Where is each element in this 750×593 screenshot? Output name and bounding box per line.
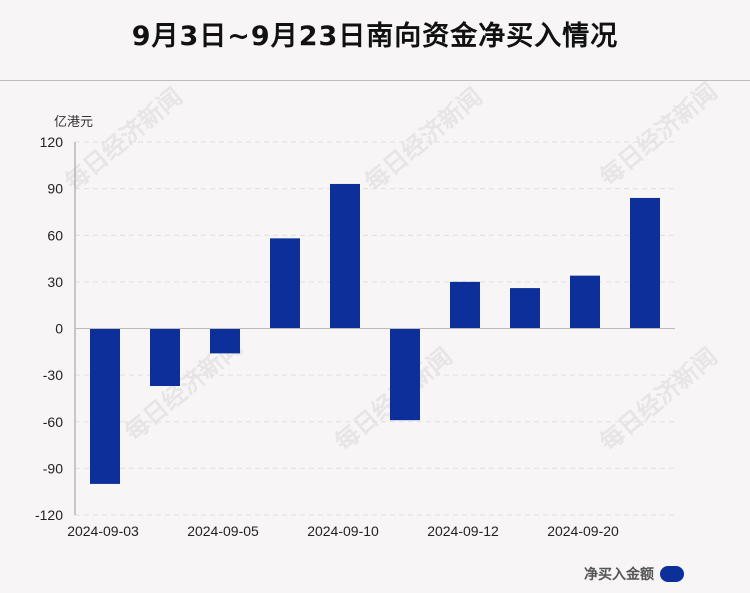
- y-tick-label: 0: [55, 321, 63, 337]
- y-tick-label: -90: [43, 460, 63, 476]
- bar-2024-09-11: [390, 328, 420, 421]
- y-axis-unit-label: 亿港元: [54, 115, 94, 130]
- chart-title: 9月3日~9月23日南向资金净买入情况: [131, 21, 619, 52]
- title-divider: [0, 80, 750, 81]
- y-tick-labels: 120 90 60 30 0 -30 -60 -90 -120: [35, 134, 63, 523]
- x-tick-labels: 2024-09-03 2024-09-05 2024-09-10 2024-09-12…: [67, 523, 619, 539]
- bar-2024-09-23: [630, 197, 660, 329]
- bar-2024-09-05: [210, 328, 240, 354]
- legend-swatch: [660, 566, 684, 582]
- x-tick-label: 2024-09-03: [67, 523, 139, 539]
- bar-2024-09-03: [90, 328, 120, 484]
- x-tick-label: 2024-09-12: [427, 523, 499, 539]
- y-tick-label: 90: [47, 181, 63, 197]
- bar-2024-09-13: [510, 288, 540, 329]
- legend-label: 净买入金额: [584, 567, 654, 583]
- y-tick-label: -30: [43, 367, 63, 383]
- x-tick-label: 2024-09-05: [187, 523, 259, 539]
- y-tick-label: 120: [40, 134, 64, 150]
- bars: [90, 183, 660, 484]
- bar-2024-09-12: [450, 281, 480, 329]
- legend: 净买入金额: [584, 564, 684, 584]
- y-tick-label: -60: [43, 414, 63, 430]
- y-tick-label: 60: [47, 227, 63, 243]
- bar-2024-09-06: [270, 238, 300, 329]
- bar-2024-09-10: [330, 183, 360, 329]
- y-tick-label: 30: [47, 274, 63, 290]
- x-tick-label: 2024-09-10: [307, 523, 379, 539]
- x-tick-label: 2024-09-20: [547, 523, 619, 539]
- bar-2024-09-04: [150, 328, 180, 387]
- axes: [74, 142, 675, 515]
- y-tick-label: -120: [35, 507, 63, 523]
- gridlines: [75, 141, 675, 516]
- bar-2024-09-20: [570, 275, 600, 329]
